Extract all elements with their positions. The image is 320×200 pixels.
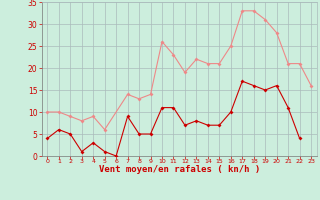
X-axis label: Vent moyen/en rafales ( kn/h ): Vent moyen/en rafales ( kn/h ) bbox=[99, 165, 260, 174]
